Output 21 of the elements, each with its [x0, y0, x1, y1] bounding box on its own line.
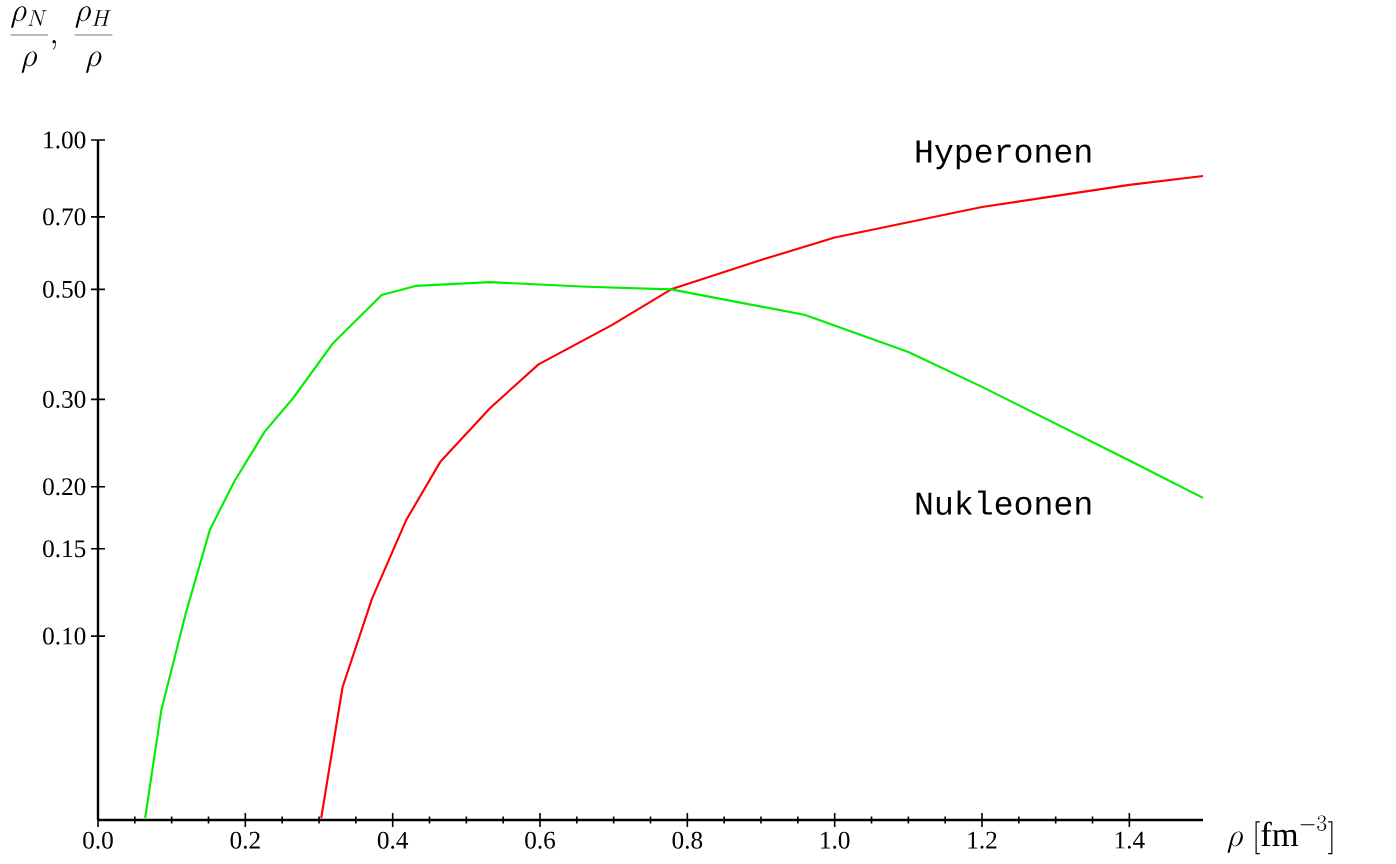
y-tick-label: 0.30 — [43, 390, 86, 408]
y-tick-label: 0.10 — [43, 627, 86, 645]
series-label: Nukleonen — [916, 490, 1091, 515]
y-tick-label: 0.70 — [43, 208, 86, 226]
y-tick-label: 0.50 — [43, 280, 86, 298]
x-tick-label: 0.4 — [377, 831, 409, 849]
y-tick-label: 0.15 — [43, 540, 86, 558]
line-series — [320, 174, 1205, 820]
x-tick-label: 0.0 — [83, 831, 113, 849]
y-axis-title: $\frac{\rho_N}{\rho},\ \frac{\rho_H}{\rho}$ — [10, 6, 113, 74]
series-label: Hyperonen — [916, 140, 1091, 170]
y-tick-label: 1.00 — [44, 131, 86, 149]
x-tick-label: 0.6 — [525, 831, 556, 849]
x-tick-label: 1.4 — [1115, 831, 1145, 849]
x-tick-label: 1.0 — [821, 831, 850, 849]
x-axis-title: $\rho\ [\mathrm{fm}^{-3}]$ — [1227, 815, 1333, 855]
line-series — [144, 281, 1205, 820]
y-tick-label: 0.20 — [43, 478, 86, 496]
x-tick-label: 0.2 — [230, 831, 260, 849]
x-tick-label: 1.2 — [968, 831, 997, 849]
x-tick-label: 0.8 — [672, 831, 703, 849]
